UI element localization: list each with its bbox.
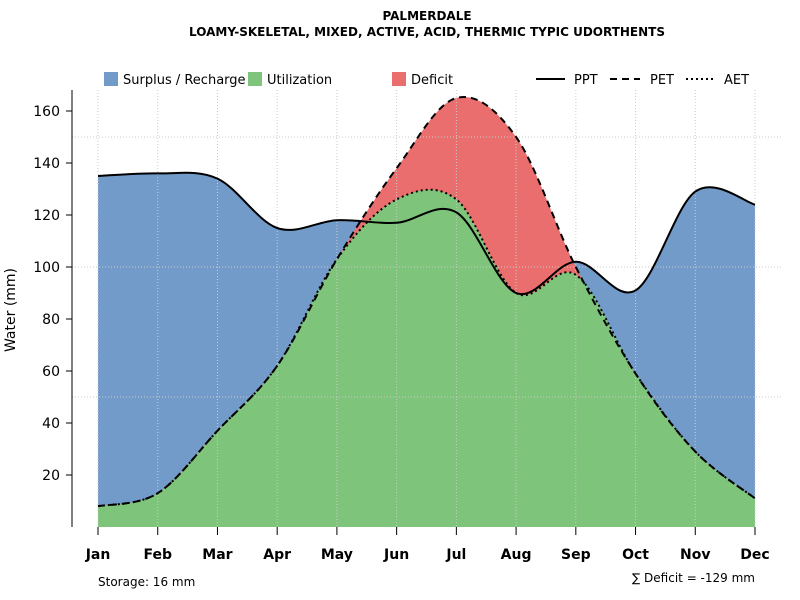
chart-title: PALMERDALE [382,9,471,23]
y-tick-label: 80 [42,312,60,328]
utilization-area [98,189,755,527]
x-tick-label: Jun [383,547,409,563]
legend-swatch-deficit [392,72,406,86]
x-tick-label: May [321,547,353,563]
y-tick-label: 120 [33,208,60,224]
storage-annotation: Storage: 16 mm [98,575,195,589]
y-axis-label: Water (mm) [3,268,19,352]
y-tick-label: 160 [33,104,60,120]
x-tick-label: Dec [740,547,769,563]
series-line-pet [97,96,756,508]
x-tick-label: Mar [202,547,232,563]
legend-label-surplus: Surplus / Recharge [123,73,246,88]
x-tick-label: Nov [680,547,710,563]
legend-swatch-surplus [104,72,118,86]
legend-label-utilization: Utilization [267,73,332,88]
area-fills [98,97,755,527]
x-tick-label: Apr [263,547,291,563]
chart-subtitle: LOAMY-SKELETAL, MIXED, ACTIVE, ACID, THE… [189,25,665,39]
legend-label-deficit: Deficit [411,73,453,88]
legend: Surplus / Recharge Utilization Deficit P… [104,72,749,88]
x-tick-label: Sep [561,547,591,563]
grid-lines [72,90,783,527]
series-lines [97,96,756,508]
legend-swatch-utilization [248,72,262,86]
legend-label-aet: AET [724,73,749,88]
y-tick-label: 40 [42,416,60,432]
x-tick-label: Feb [143,547,172,563]
y-tick-label: 100 [33,260,60,276]
axes: 20 40 60 80 100 120 140 160 Jan Feb Mar Apr May Jun Ju… [33,90,770,563]
y-tick-label: 140 [33,156,60,172]
legend-label-ppt: PPT [574,73,598,88]
y-tick-label: 60 [42,364,60,380]
x-tick-label: Jul [445,547,466,563]
x-tick-label: Jan [85,547,111,563]
x-tick-label: Aug [501,547,532,563]
x-tick-label: Oct [622,547,649,563]
series-line-ppt [97,171,756,296]
legend-label-pet: PET [650,73,674,88]
y-tick-label: 20 [42,468,60,484]
deficit-annotation: ∑ Deficit = -129 mm [632,571,755,585]
